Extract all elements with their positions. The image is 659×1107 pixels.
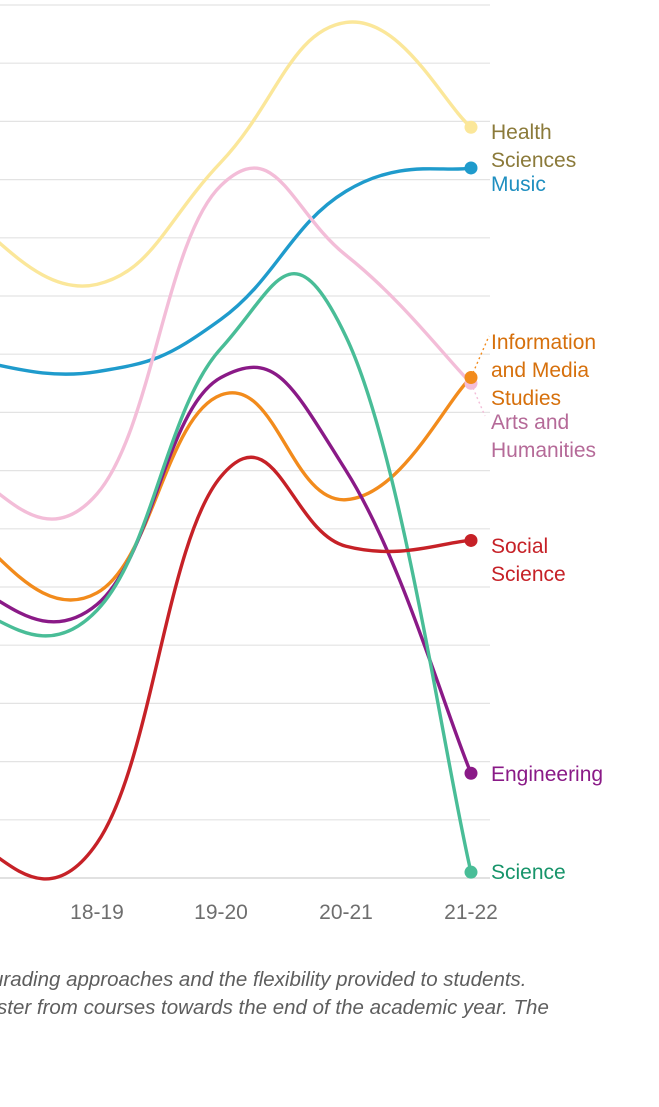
x-tick-label: 19-20 xyxy=(194,901,248,924)
engineering-label: Engineering xyxy=(491,763,603,786)
caption: urading approaches and the flexibility p… xyxy=(0,966,659,1022)
information-and-media-studies-label-line: Information xyxy=(491,331,596,354)
endpoint-markers xyxy=(464,120,478,879)
x-tick-label: 20-21 xyxy=(319,901,373,924)
social-science-label-line: Social xyxy=(491,535,548,558)
information-and-media-studies-line xyxy=(0,375,473,602)
music-endpoint xyxy=(464,161,478,175)
information-and-media-studies-endpoint xyxy=(464,370,478,384)
health-sciences-line xyxy=(0,20,473,288)
series-lines xyxy=(0,20,473,881)
science-label-line: Science xyxy=(491,861,566,884)
music-label-line: Music xyxy=(491,173,546,196)
gridlines xyxy=(0,4,490,879)
social-science-label-line: Science xyxy=(491,563,566,586)
engineering-endpoint xyxy=(464,766,478,780)
science-line xyxy=(0,272,473,874)
health-sciences-label: Health Sciences xyxy=(491,121,576,172)
social-science-line xyxy=(0,455,473,881)
arts-and-humanities-label: Arts and Humanities xyxy=(491,411,596,462)
social-science-endpoint xyxy=(464,533,478,547)
arts-and-humanities-label-line: Arts and xyxy=(491,411,569,434)
information-and-media-studies-label: Information and Media Studies xyxy=(491,331,596,410)
caption-line-2: ster from courses towards the end of the… xyxy=(0,996,549,1019)
music-line xyxy=(0,166,473,376)
science-label: Science xyxy=(491,861,566,884)
information-and-media-studies-label-line: and Media xyxy=(491,359,589,382)
x-tick-label: 18-19 xyxy=(70,901,124,924)
engineering-label-line: Engineering xyxy=(491,763,603,786)
science-endpoint xyxy=(464,865,478,879)
social-science-label: Social Science xyxy=(491,535,566,586)
x-tick-label: 21-22 xyxy=(444,901,498,924)
arts-and-humanities-label-line: Humanities xyxy=(491,439,596,462)
health-sciences-label-line: Sciences xyxy=(491,149,576,172)
information-and-media-studies-connector xyxy=(470,335,490,378)
health-sciences-endpoint xyxy=(464,120,478,134)
health-sciences-label-line: Health xyxy=(491,121,552,144)
information-and-media-studies-label-line: Studies xyxy=(491,387,561,410)
arts-and-humanities-line xyxy=(0,166,473,521)
music-label: Music xyxy=(491,173,546,196)
caption-line-1: urading approaches and the flexibility p… xyxy=(0,968,527,991)
engineering-line xyxy=(0,365,473,775)
